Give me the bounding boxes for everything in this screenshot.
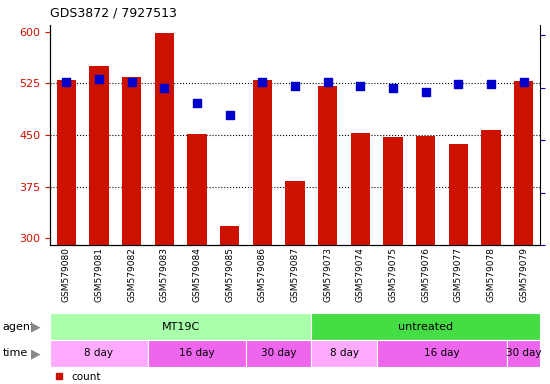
Bar [507,340,540,367]
Bar [350,133,370,245]
Bar [89,66,109,245]
Point [95,76,103,83]
Bar [383,137,403,245]
Bar [481,130,501,245]
Bar [50,313,311,340]
Text: GSM579083: GSM579083 [160,247,169,302]
Text: 30 day: 30 day [261,349,296,359]
Point [290,83,299,89]
Text: agent: agent [3,321,35,331]
Point [323,78,332,84]
Text: GSM579087: GSM579087 [290,247,300,302]
Point [389,85,398,91]
Text: GSM579078: GSM579078 [487,247,496,302]
Text: GSM579086: GSM579086 [258,247,267,302]
Text: ▶: ▶ [31,320,41,333]
Text: 8 day: 8 day [85,349,113,359]
Text: ▶: ▶ [31,347,41,360]
Text: untreated: untreated [398,321,453,331]
Bar [122,76,141,245]
Point [226,112,234,118]
Point [487,81,496,87]
Point [127,78,136,84]
Text: time: time [3,349,28,359]
Point [356,83,365,89]
Legend: count, percentile rank within the sample: count, percentile rank within the sample [55,372,248,384]
Bar [416,136,436,245]
Point [192,99,201,106]
Bar [285,181,305,245]
Bar [311,313,540,340]
Bar [50,340,148,367]
Bar [318,86,338,245]
Text: GSM579077: GSM579077 [454,247,463,302]
Point [160,85,169,91]
Bar [246,340,311,367]
Point [421,89,430,95]
Text: 16 day: 16 day [424,349,460,359]
Point [258,78,267,84]
Text: GSM579075: GSM579075 [388,247,398,302]
Bar [252,80,272,245]
Bar [377,340,507,367]
Bar [449,144,468,245]
Text: GSM579076: GSM579076 [421,247,430,302]
Point [519,78,528,84]
Text: GSM579073: GSM579073 [323,247,332,302]
Text: 16 day: 16 day [179,349,215,359]
Text: GSM579074: GSM579074 [356,247,365,302]
Bar [220,226,239,245]
Text: GSM579082: GSM579082 [127,247,136,302]
Bar [148,340,246,367]
Text: 8 day: 8 day [329,349,359,359]
Bar [57,80,76,245]
Text: GSM579081: GSM579081 [95,247,103,302]
Text: GSM579084: GSM579084 [192,247,201,302]
Bar [155,33,174,245]
Bar [514,81,534,245]
Bar [311,340,377,367]
Point [62,78,71,84]
Text: GSM579079: GSM579079 [519,247,528,302]
Text: 30 day: 30 day [506,349,541,359]
Text: MT19C: MT19C [162,321,200,331]
Text: GDS3872 / 7927513: GDS3872 / 7927513 [50,7,177,20]
Point [454,81,463,87]
Text: GSM579085: GSM579085 [225,247,234,302]
Text: GSM579080: GSM579080 [62,247,71,302]
Bar [187,134,207,245]
